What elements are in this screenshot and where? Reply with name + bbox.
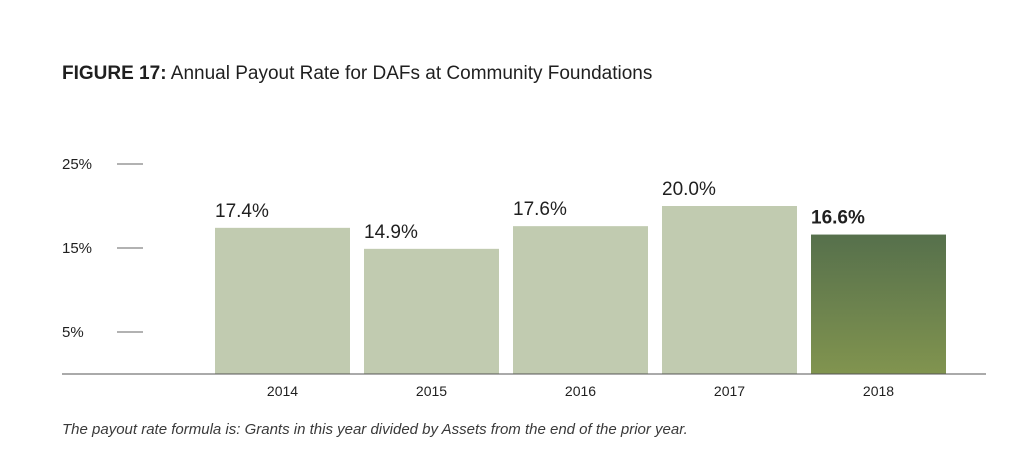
x-tick-label-2016: 2016 bbox=[565, 383, 596, 399]
bar-2016 bbox=[513, 226, 648, 374]
data-label-2015: 14.9% bbox=[364, 222, 418, 243]
bar-2014 bbox=[215, 227, 350, 374]
footnote: The payout rate formula is: Grants in th… bbox=[62, 421, 688, 438]
data-label-2017: 20.0% bbox=[662, 179, 716, 200]
data-label-2016: 17.6% bbox=[513, 199, 567, 220]
x-tick-label-2017: 2017 bbox=[714, 383, 745, 399]
y-tick-label: 15% bbox=[62, 240, 92, 257]
y-tick-label: 5% bbox=[62, 324, 84, 341]
bars: 17.4% 14.9% 17.6% 20.0% 16.6% bbox=[215, 179, 946, 374]
bar-2015 bbox=[364, 248, 499, 374]
figure-caption: Annual Payout Rate for DAFs at Community… bbox=[170, 63, 653, 84]
bar-2018 bbox=[811, 234, 946, 374]
bar-2017 bbox=[662, 206, 797, 374]
figure-number: FIGURE 17: bbox=[62, 63, 167, 84]
y-tick-label: 25% bbox=[62, 156, 92, 173]
data-label-2014: 17.4% bbox=[215, 201, 269, 222]
figure-title: FIGURE 17: Annual Payout Rate for DAFs a… bbox=[62, 62, 652, 86]
x-tick-label-2014: 2014 bbox=[267, 383, 298, 399]
y-axis: 5% 15% 25% bbox=[62, 156, 143, 341]
x-axis: 2014 2015 2016 2017 2018 bbox=[62, 373, 986, 399]
x-tick-label-2018: 2018 bbox=[863, 383, 894, 399]
data-label-2018: 16.6% bbox=[811, 208, 865, 229]
x-tick-label-2015: 2015 bbox=[416, 383, 447, 399]
